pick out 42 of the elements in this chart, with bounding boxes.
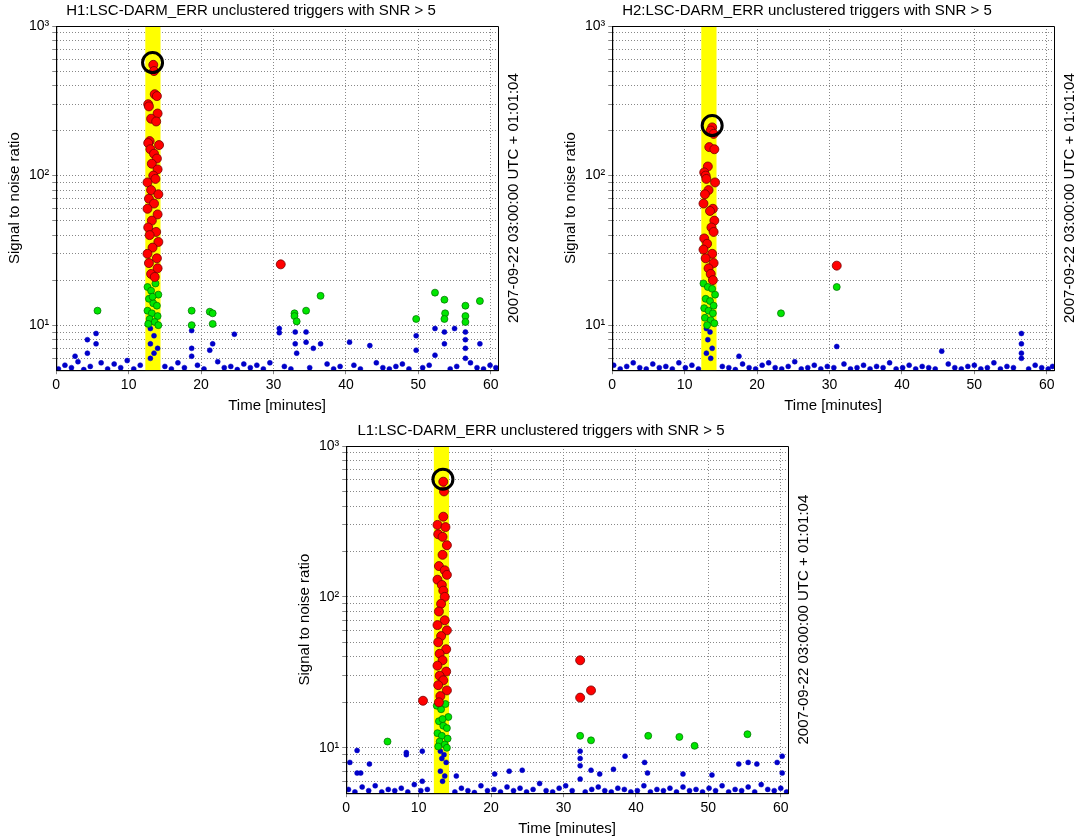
y-tick-label: 10¹ bbox=[29, 316, 50, 333]
x-axis-title: Time [minutes] bbox=[228, 396, 327, 414]
x-tick-label: 40 bbox=[628, 799, 644, 816]
x-tick-label: 40 bbox=[338, 376, 354, 393]
x-tick-label: 40 bbox=[894, 376, 910, 393]
x-axis-title: Time [minutes] bbox=[784, 396, 883, 414]
x-tick-label: 30 bbox=[555, 799, 572, 816]
y-tick-label: 10³ bbox=[585, 16, 606, 33]
x-tick-label: 0 bbox=[342, 799, 351, 816]
x-tick-label: 20 bbox=[483, 799, 500, 816]
x-tick-label: 50 bbox=[966, 376, 983, 393]
y-tick-label: 10¹ bbox=[585, 316, 606, 333]
x-tick-label: 30 bbox=[265, 376, 282, 393]
x-tick-label: 50 bbox=[700, 799, 717, 816]
chart-title: H2:LSC-DARM_ERR unclustered triggers with SNR > 5 bbox=[622, 1, 992, 19]
y-tick-label: 10² bbox=[319, 587, 340, 604]
chart-title: H1:LSC-DARM_ERR unclustered triggers with SNR > 5 bbox=[66, 1, 436, 19]
y-tick-label: 10³ bbox=[29, 16, 50, 33]
y2-axis-title: 2007-09-22 03:00:00 UTC + 01:01:04 bbox=[1060, 73, 1078, 323]
x-tick-label: 50 bbox=[410, 376, 427, 393]
x-tick-label: 60 bbox=[482, 376, 499, 393]
x-tick-label: 10 bbox=[120, 376, 137, 393]
y-tick-label: 10³ bbox=[319, 436, 340, 453]
y-tick-label: 10¹ bbox=[319, 738, 340, 755]
x-tick-label: 20 bbox=[749, 376, 766, 393]
x-tick-label: 10 bbox=[676, 376, 693, 393]
y-tick-label: 10² bbox=[29, 166, 50, 183]
x-tick-label: 0 bbox=[52, 376, 61, 393]
x-tick-label: 10 bbox=[410, 799, 427, 816]
y2-axis-title: 2007-09-22 03:00:00 UTC + 01:01:04 bbox=[794, 494, 812, 745]
x-tick-label: 60 bbox=[772, 799, 789, 816]
y-axis-title: Signal to noise ratio bbox=[561, 132, 579, 264]
y-tick-label: 10² bbox=[585, 166, 606, 183]
y-axis-title: Signal to noise ratio bbox=[295, 553, 313, 686]
x-tick-label: 20 bbox=[193, 376, 210, 393]
y2-axis-title: 2007-09-22 03:00:00 UTC + 01:01:04 bbox=[504, 73, 522, 323]
y-axis-title: Signal to noise ratio bbox=[5, 132, 23, 264]
x-tick-label: 0 bbox=[608, 376, 617, 393]
x-tick-label: 60 bbox=[1038, 376, 1055, 393]
chart-title: L1:LSC-DARM_ERR unclustered triggers with SNR > 5 bbox=[357, 421, 725, 439]
x-axis-title: Time [minutes] bbox=[518, 819, 617, 837]
x-tick-label: 30 bbox=[821, 376, 838, 393]
